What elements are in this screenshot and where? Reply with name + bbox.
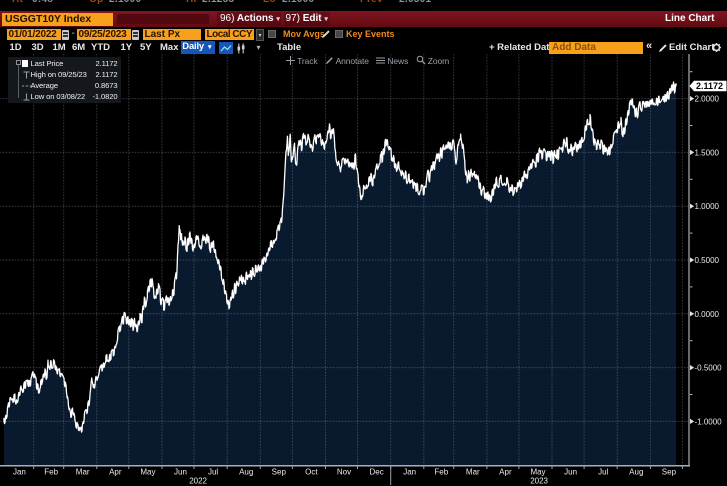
svg-text:Jun: Jun — [174, 468, 187, 477]
svg-text:Jun: Jun — [564, 468, 577, 477]
svg-text:0.0000: 0.0000 — [695, 310, 720, 319]
svg-text:Jul: Jul — [208, 468, 218, 477]
svg-text:2.1172: 2.1172 — [696, 81, 723, 91]
svg-text:Apr: Apr — [499, 468, 512, 477]
svg-text:Aug: Aug — [629, 468, 643, 477]
svg-text:2.0000: 2.0000 — [695, 95, 720, 104]
svg-text:Jan: Jan — [13, 468, 26, 477]
svg-text:0.5000: 0.5000 — [695, 256, 720, 265]
svg-text:May: May — [530, 468, 545, 477]
svg-text:Feb: Feb — [44, 468, 58, 477]
svg-text:May: May — [140, 468, 155, 477]
svg-text:2023: 2023 — [530, 477, 548, 486]
svg-text:-1.0000: -1.0000 — [695, 417, 723, 426]
svg-text:Jul: Jul — [598, 468, 608, 477]
svg-text:Oct: Oct — [305, 468, 318, 477]
svg-text:Nov: Nov — [337, 468, 351, 477]
svg-text:Mar: Mar — [76, 468, 90, 477]
svg-text:Apr: Apr — [109, 468, 122, 477]
svg-text:Sep: Sep — [272, 468, 287, 477]
svg-text:Dec: Dec — [369, 468, 383, 477]
svg-text:1.0000: 1.0000 — [695, 202, 720, 211]
svg-text:-0.5000: -0.5000 — [695, 364, 723, 373]
svg-text:Aug: Aug — [239, 468, 253, 477]
svg-text:1.5000: 1.5000 — [695, 148, 720, 157]
svg-text:2022: 2022 — [189, 477, 207, 486]
svg-text:Jan: Jan — [403, 468, 416, 477]
svg-text:Mar: Mar — [466, 468, 480, 477]
svg-text:Feb: Feb — [434, 468, 448, 477]
svg-text:Sep: Sep — [662, 468, 677, 477]
